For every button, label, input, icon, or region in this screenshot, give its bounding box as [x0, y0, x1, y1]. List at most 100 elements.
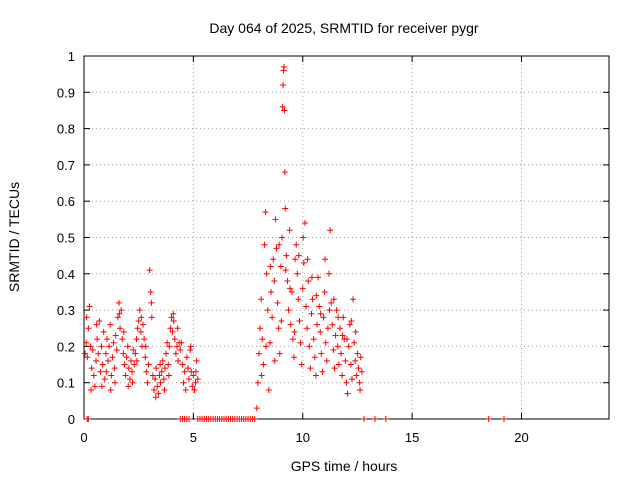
data-point — [322, 339, 329, 346]
data-point — [171, 336, 178, 343]
data-point — [273, 245, 280, 252]
data-point — [350, 296, 357, 303]
data-point — [112, 379, 119, 386]
data-point — [193, 368, 199, 375]
data-point — [333, 307, 340, 314]
data-point — [329, 321, 336, 328]
data-point — [358, 368, 365, 375]
data-point — [175, 357, 182, 364]
data-point — [147, 288, 154, 295]
data-point — [149, 372, 156, 379]
data-point — [164, 339, 171, 346]
data-point — [382, 416, 389, 422]
data-point — [270, 256, 277, 263]
data-point — [177, 347, 184, 354]
data-point — [334, 343, 341, 350]
data-point — [277, 263, 284, 270]
x-tick-labels: 0 5 10 15 20 — [80, 430, 528, 445]
y-tick-label: 0.2 — [57, 339, 75, 354]
data-point — [148, 314, 155, 321]
data-point — [319, 368, 326, 375]
data-point — [316, 303, 323, 310]
data-point — [347, 361, 354, 368]
data-point — [295, 252, 302, 259]
data-point — [157, 361, 164, 368]
data-point — [99, 361, 106, 368]
data-point — [122, 372, 129, 379]
data-point — [85, 416, 92, 422]
data-point — [353, 372, 360, 379]
data-point — [130, 347, 137, 354]
y-axis-label: SRMTID / TECUs — [6, 182, 22, 292]
data-point — [129, 379, 136, 386]
data-point — [118, 307, 125, 314]
data-point — [120, 350, 127, 357]
data-point — [266, 339, 273, 346]
data-point — [165, 372, 172, 379]
data-point — [107, 386, 114, 393]
data-point — [88, 365, 95, 372]
data-point — [339, 372, 346, 379]
x-tick-label: 15 — [405, 430, 419, 445]
data-point — [170, 310, 177, 317]
data-point — [256, 350, 262, 357]
data-point — [159, 357, 166, 364]
data-point — [356, 379, 363, 386]
data-point — [276, 350, 283, 357]
data-point — [110, 339, 117, 346]
data-point — [152, 376, 159, 383]
data-point — [345, 343, 352, 350]
data-point — [328, 299, 335, 306]
data-point — [148, 299, 155, 306]
data-point — [89, 347, 96, 354]
y-tick-label: 1 — [68, 49, 75, 64]
data-point — [371, 416, 378, 422]
data-point — [121, 361, 128, 368]
data-point — [107, 321, 114, 328]
data-point — [91, 383, 98, 390]
data-point — [153, 365, 160, 372]
y-tick-label: 0.7 — [57, 158, 75, 173]
data-point — [352, 328, 359, 335]
data-point — [282, 205, 289, 212]
data-point — [192, 379, 199, 386]
data-point — [286, 227, 293, 234]
data-point — [94, 336, 101, 343]
data-point — [275, 325, 282, 332]
data-point — [271, 278, 278, 285]
data-point — [96, 317, 103, 324]
data-point — [170, 317, 177, 324]
data-point — [116, 310, 123, 317]
data-point — [82, 350, 89, 357]
data-point — [342, 357, 349, 364]
data-point — [172, 350, 179, 357]
data-point — [191, 386, 198, 393]
data-point — [289, 336, 296, 343]
data-point — [93, 357, 100, 364]
data-point — [179, 361, 186, 368]
data-point — [111, 365, 118, 372]
data-point — [317, 310, 324, 317]
data-point — [357, 386, 364, 393]
data-point — [317, 328, 324, 335]
data-point — [257, 325, 264, 332]
data-point — [313, 321, 320, 328]
data-point — [330, 296, 337, 303]
data-point — [161, 365, 168, 372]
data-point — [294, 270, 301, 277]
data-point — [322, 256, 329, 263]
data-point — [125, 383, 132, 390]
data-point — [138, 314, 145, 321]
data-point — [323, 357, 330, 364]
data-point — [343, 379, 350, 386]
data-point — [281, 107, 288, 114]
data-point — [90, 372, 97, 379]
data-point — [173, 343, 180, 350]
data-point — [119, 336, 126, 343]
data-point — [120, 328, 127, 335]
data-point — [301, 219, 308, 226]
data-point — [251, 416, 258, 422]
data-point — [102, 350, 109, 357]
data-point — [101, 376, 108, 383]
data-point — [263, 270, 270, 277]
